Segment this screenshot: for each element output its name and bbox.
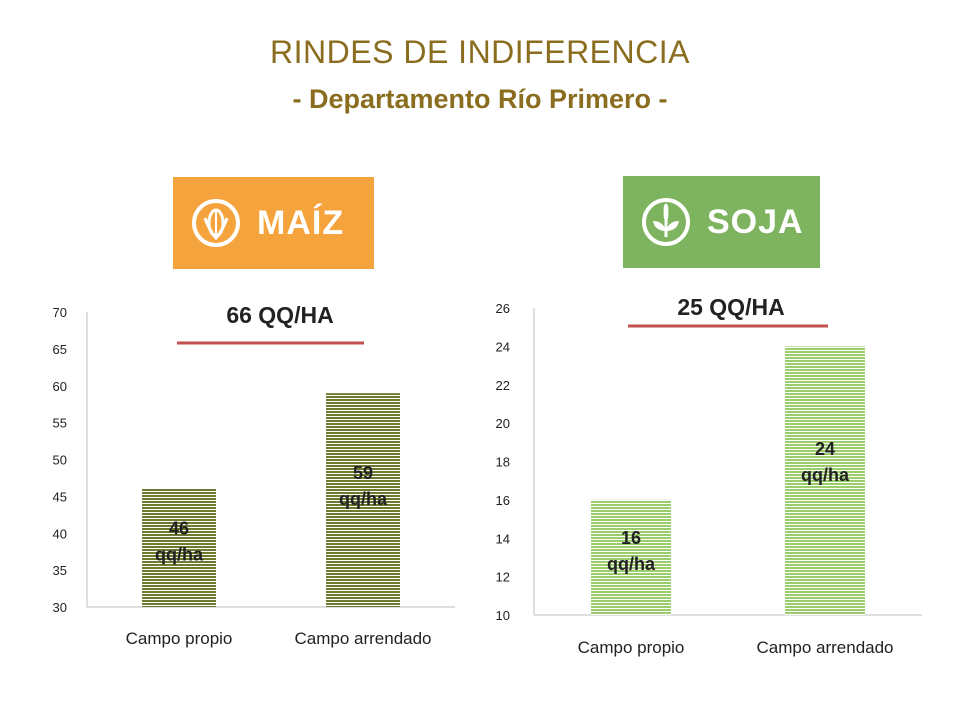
soja-logo-label: SOJA	[707, 202, 804, 241]
maiz-y-tick-label: 60	[53, 379, 67, 394]
maiz-logo-label: MAÍZ	[257, 203, 345, 242]
sprout-icon	[642, 198, 690, 246]
maiz-y-tick-label: 35	[53, 563, 67, 578]
maiz-y-tick-label: 65	[53, 342, 67, 357]
maiz-y-tick-label: 40	[53, 526, 67, 541]
maiz-category-label: Campo propio	[126, 629, 233, 648]
soja-y-tick-label: 24	[496, 339, 510, 354]
soja-y-tick-label: 16	[496, 493, 510, 508]
soja-threshold-label: 25 QQ/HA	[677, 294, 784, 320]
maiz-bar-1-unit-label: qq/ha	[155, 545, 204, 565]
maiz-bar-2-unit-label: qq/ha	[339, 489, 388, 509]
maiz-bar-2-value-label: 59	[353, 463, 373, 483]
soja-y-tick-label: 20	[496, 416, 510, 431]
page-title: RINDES DE INDIFERENCIA	[270, 34, 690, 70]
maiz-y-tick-label: 50	[53, 453, 67, 468]
corn-icon	[192, 199, 240, 247]
soja-y-tick-label: 12	[496, 570, 510, 585]
soja-bar-1-value-label: 16	[621, 528, 641, 548]
maiz-y-tick-label: 30	[53, 600, 67, 615]
soja-bar-2-value-label: 24	[815, 439, 835, 459]
maiz-y-tick-label: 55	[53, 416, 67, 431]
maiz-y-tick-label: 45	[53, 489, 67, 504]
soja-y-tick-label: 26	[496, 301, 510, 316]
soja-logo: SOJA	[623, 176, 820, 268]
maiz-bar-2	[326, 393, 400, 607]
soja-bar-2	[785, 346, 865, 615]
maiz-y-tick-label: 70	[53, 305, 67, 320]
maiz-logo: MAÍZ	[173, 177, 374, 269]
soja-bar-1-unit-label: qq/ha	[607, 554, 656, 574]
maiz-bar-1	[142, 489, 216, 607]
page-subtitle: - Departamento Río Primero -	[292, 84, 668, 114]
soja-category-label: Campo arrendado	[756, 638, 893, 657]
maiz-category-label: Campo arrendado	[294, 629, 431, 648]
soja-bar-2-unit-label: qq/ha	[801, 465, 850, 485]
soja-y-tick-label: 18	[496, 455, 510, 470]
soja-bar-1	[591, 499, 671, 615]
soja-y-tick-label: 10	[496, 608, 510, 623]
soja-category-label: Campo propio	[578, 638, 685, 657]
maiz-bar-1-value-label: 46	[169, 519, 189, 539]
maiz-threshold-label: 66 QQ/HA	[226, 302, 333, 328]
soja-y-tick-label: 22	[496, 378, 510, 393]
soja-y-tick-label: 14	[496, 531, 510, 546]
